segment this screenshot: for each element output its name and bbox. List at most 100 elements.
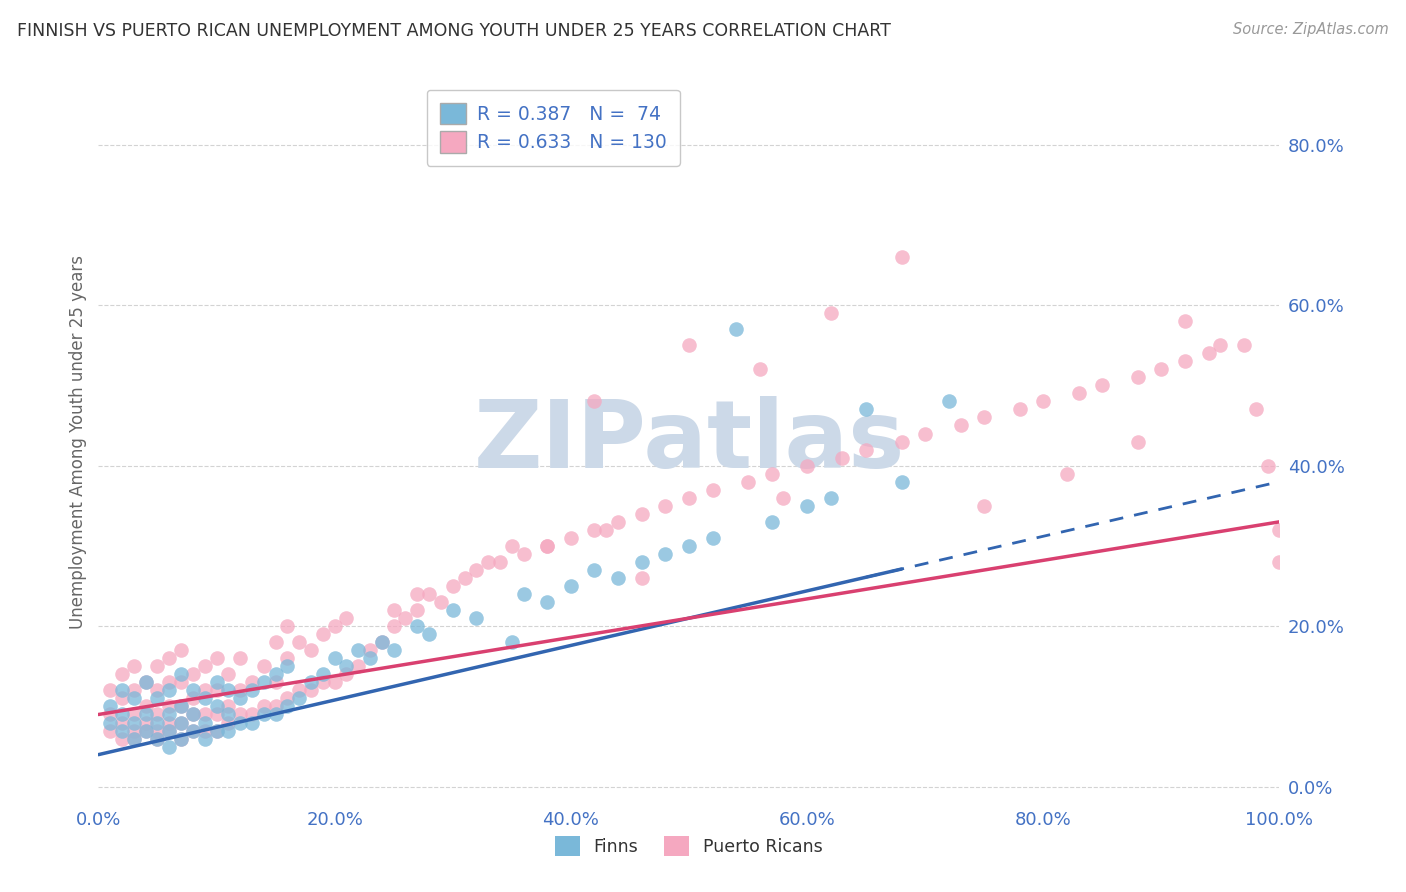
Point [205,699,228,714]
Point [229,651,252,665]
Point [146,715,169,730]
Point [312,675,335,690]
Point [170,715,193,730]
Point [335,659,357,673]
Point [772,491,794,505]
Point [135,715,157,730]
Point [382,643,405,657]
Point [135,707,157,722]
Point [217,683,239,698]
Point [146,691,169,706]
Point [111,707,134,722]
Point [157,707,180,722]
Point [146,723,169,738]
Point [205,683,228,698]
Point [748,362,770,376]
Point [253,707,276,722]
Point [170,699,193,714]
Point [1091,378,1114,392]
Point [276,699,298,714]
Point [288,683,311,698]
Point [146,731,169,746]
Point [299,683,322,698]
Text: Source: ZipAtlas.com: Source: ZipAtlas.com [1233,22,1389,37]
Point [240,715,263,730]
Point [430,595,453,609]
Point [98,683,121,698]
Point [157,675,180,690]
Point [914,426,936,441]
Point [157,683,180,698]
Point [1126,434,1149,449]
Point [501,635,523,649]
Point [229,683,252,698]
Point [170,715,193,730]
Point [276,651,298,665]
Point [194,691,217,706]
Point [111,723,134,738]
Point [170,731,193,746]
Point [217,667,239,681]
Point [761,467,783,481]
Point [477,555,499,569]
Point [382,619,405,633]
Point [181,723,204,738]
Point [253,659,276,673]
Point [135,675,157,690]
Point [205,675,228,690]
Point [347,659,370,673]
Point [1008,402,1031,417]
Point [1174,314,1197,328]
Point [217,723,239,738]
Point [170,667,193,681]
Point [181,723,204,738]
Point [394,611,416,625]
Point [264,707,287,722]
Point [949,418,972,433]
Point [1126,370,1149,384]
Point [146,731,169,746]
Point [240,683,263,698]
Point [98,723,121,738]
Point [453,571,475,585]
Point [761,515,783,529]
Point [335,667,357,681]
Point [820,306,842,320]
Point [181,683,204,698]
Point [299,643,322,657]
Point [406,587,429,601]
Point [181,707,204,722]
Y-axis label: Unemployment Among Youth under 25 years: Unemployment Among Youth under 25 years [69,254,87,629]
Point [157,699,180,714]
Point [359,643,381,657]
Point [1198,346,1220,360]
Point [1268,523,1291,537]
Point [973,410,995,425]
Point [441,603,464,617]
Point [359,651,381,665]
Point [229,715,252,730]
Point [796,458,818,473]
Point [583,394,606,409]
Point [98,707,121,722]
Point [831,450,853,465]
Point [181,691,204,706]
Point [157,715,180,730]
Point [217,707,239,722]
Point [205,707,228,722]
Point [536,539,558,553]
Point [560,579,582,593]
Point [890,475,912,489]
Point [312,627,335,641]
Point [654,499,676,513]
Point [820,491,842,505]
Point [122,731,145,746]
Point [323,619,346,633]
Point [194,659,217,673]
Point [288,635,311,649]
Point [170,731,193,746]
Point [111,731,134,746]
Point [406,603,429,617]
Point [98,715,121,730]
Point [135,699,157,714]
